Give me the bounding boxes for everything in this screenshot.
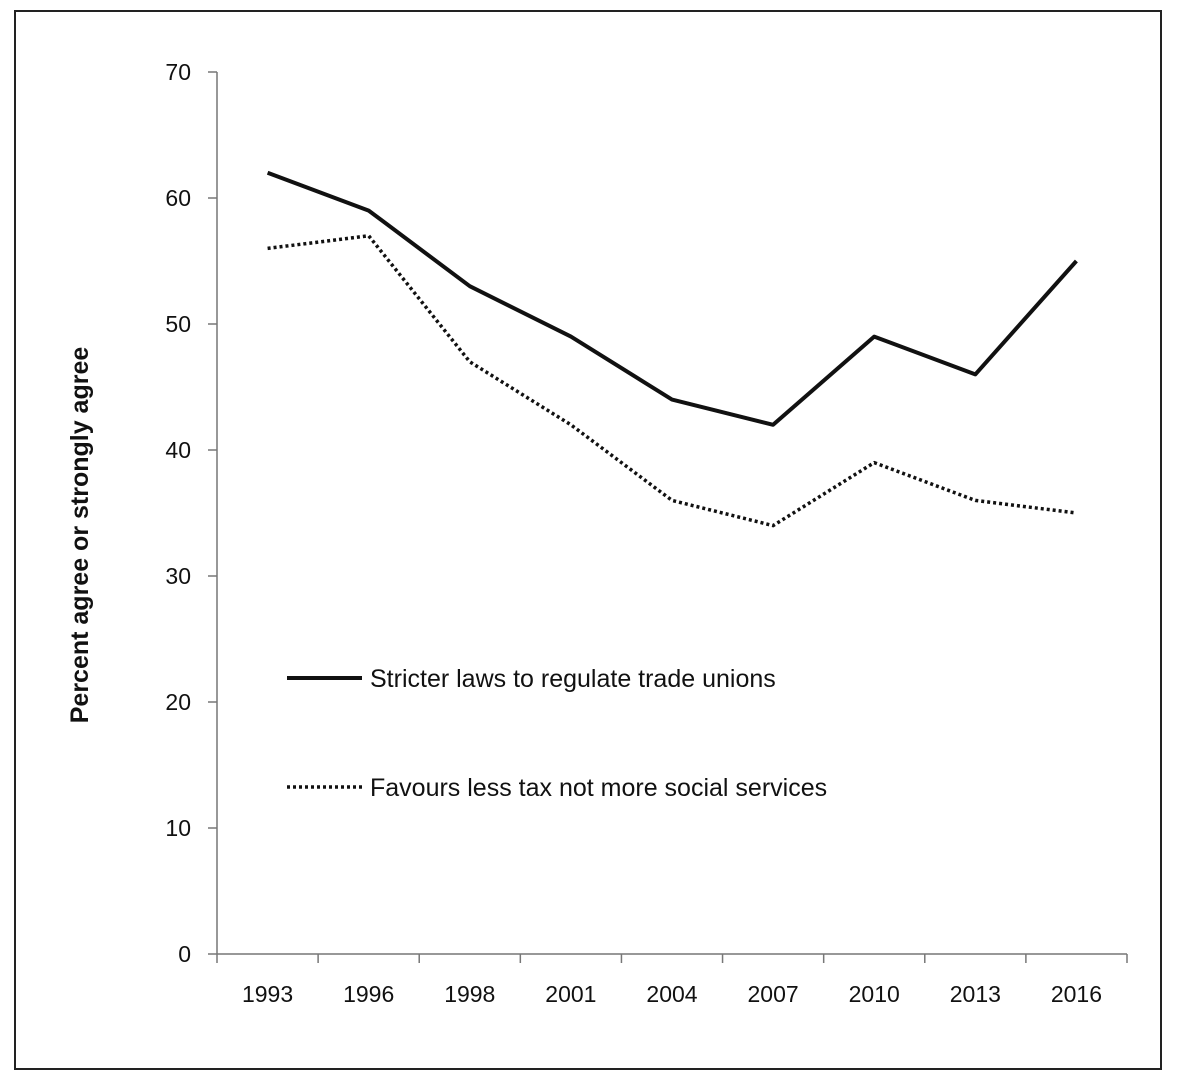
y-tick-label: 20 <box>165 689 191 715</box>
y-tick-label: 30 <box>165 563 191 589</box>
y-tick-label: 40 <box>165 437 191 463</box>
y-ticks: 0 10 20 30 40 50 60 70 <box>165 59 217 967</box>
y-tick-label: 0 <box>178 941 191 967</box>
x-tick-label: 2007 <box>748 981 799 1007</box>
legend: Stricter laws to regulate trade unions Fa… <box>287 665 827 802</box>
x-tick-label: 2010 <box>849 981 900 1007</box>
x-tick-label: 1993 <box>242 981 293 1007</box>
chart-frame <box>14 10 1162 1070</box>
y-tick-label: 10 <box>165 815 191 841</box>
y-tick-label: 60 <box>165 185 191 211</box>
x-tick-label: 1996 <box>343 981 394 1007</box>
series-lines <box>266 170 1078 528</box>
x-tick-label: 1998 <box>444 981 495 1007</box>
x-tick-label: 2001 <box>545 981 596 1007</box>
x-tick-label: 2016 <box>1051 981 1102 1007</box>
legend-label-2: Favours less tax not more social service… <box>370 774 827 802</box>
y-tick-label: 50 <box>165 311 191 337</box>
x-ticks: 1993 1996 1998 2001 2004 2007 2010 2013 2016 <box>216 954 1128 1007</box>
series-line-1 <box>266 170 1078 427</box>
series-line-2 <box>267 234 1077 528</box>
y-axis-label: Percent agree or strongly agree <box>66 347 94 724</box>
legend-label-1: Stricter laws to regulate trade unions <box>370 665 776 693</box>
y-tick-label: 70 <box>165 59 191 85</box>
axes <box>216 72 1127 955</box>
x-tick-label: 2013 <box>950 981 1001 1007</box>
x-tick-label: 2004 <box>646 981 697 1007</box>
